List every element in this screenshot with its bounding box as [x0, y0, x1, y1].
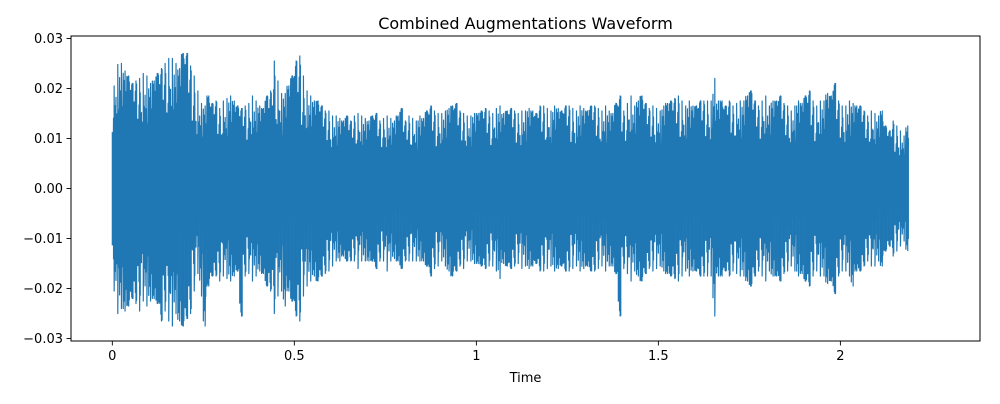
- x-tick-label: 1: [472, 349, 480, 364]
- plot-frame: [70, 35, 981, 342]
- x-tick-label: 1.5: [648, 349, 669, 364]
- y-tick-label: 0.02: [34, 82, 63, 97]
- x-tick-label: 0: [108, 349, 116, 364]
- x-tick-label: 0.5: [284, 349, 305, 364]
- y-tick-label: 0.00: [34, 182, 63, 197]
- x-axis-ticks: 0 0.5 1 1.5 2: [108, 341, 845, 364]
- y-tick-label: 0.01: [34, 132, 63, 147]
- x-tick-label: 2: [836, 349, 844, 364]
- y-tick-label: −0.03: [23, 332, 63, 347]
- y-tick-label: −0.01: [23, 232, 63, 247]
- waveform-series: [111, 52, 909, 327]
- y-tick-label: 0.03: [34, 32, 63, 47]
- y-axis-ticks: −0.03 −0.02 −0.01 0.00 0.01 0.02 0.03: [23, 32, 71, 347]
- chart-title: Combined Augmentations Waveform: [378, 14, 673, 33]
- y-tick-label: −0.02: [23, 282, 63, 297]
- waveform-line: [111, 52, 909, 327]
- x-axis-label: Time: [509, 371, 542, 386]
